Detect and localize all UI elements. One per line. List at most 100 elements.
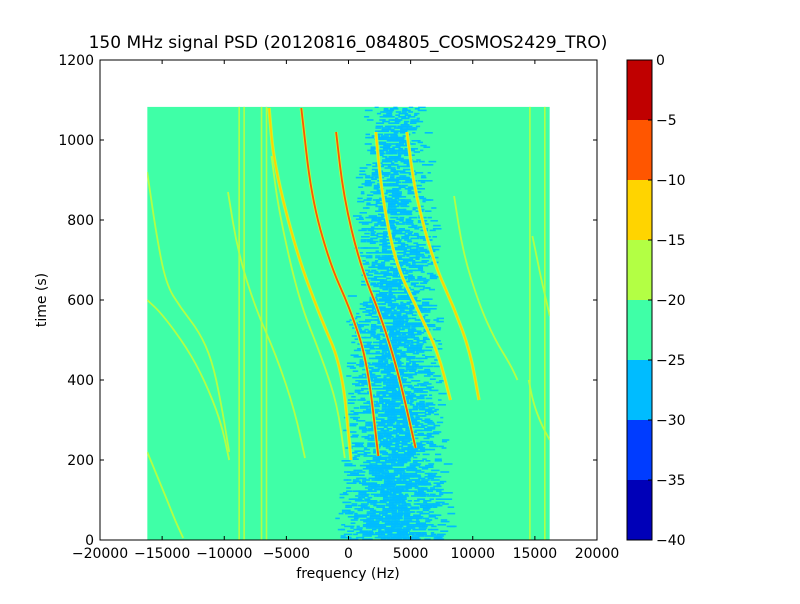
noise-cell (373, 192, 378, 195)
noise-cell (417, 492, 426, 494)
noise-cell (387, 538, 392, 540)
noise-cell (377, 322, 383, 324)
noise-cell (434, 517, 439, 520)
noise-cell (385, 402, 389, 404)
noise-cell (406, 213, 413, 216)
noise-cell (428, 404, 436, 406)
noise-cell (381, 407, 386, 409)
noise-cell (370, 445, 379, 448)
noise-cell (390, 476, 396, 478)
noise-cell (381, 418, 385, 420)
noise-cell (382, 245, 391, 248)
noise-cell (396, 420, 402, 422)
noise-cell (397, 458, 403, 460)
noise-cell (367, 496, 373, 499)
colorbar-segment (627, 360, 652, 420)
noise-cell (384, 356, 394, 358)
noise-cell (383, 108, 389, 110)
noise-cell (391, 202, 396, 204)
noise-cell (415, 250, 425, 252)
noise-cell (436, 535, 441, 537)
doppler-track (147, 451, 185, 539)
noise-cell (413, 151, 420, 153)
noise-cell (395, 271, 400, 273)
noise-cell (351, 456, 357, 459)
noise-cell (354, 445, 364, 448)
noise-cell (400, 306, 409, 308)
noise-cell (377, 276, 387, 278)
noise-cell (374, 485, 378, 488)
noise-cell (401, 117, 407, 120)
x-tick-label: 15000 (513, 546, 558, 562)
noise-cell (382, 341, 388, 344)
noise-cell (398, 391, 404, 393)
noise-cell (415, 415, 419, 417)
noise-cell (370, 226, 375, 228)
noise-cell (386, 143, 391, 145)
noise-cell (403, 530, 409, 532)
noise-cell (378, 205, 387, 208)
noise-cell (384, 300, 393, 302)
noise-cell (384, 472, 390, 475)
noise-cell (426, 388, 431, 390)
noise-cell (435, 495, 442, 497)
noise-cell (392, 493, 397, 496)
noise-cell (381, 303, 386, 305)
noise-cell (380, 436, 387, 438)
noise-cell (394, 463, 400, 465)
noise-cell (381, 208, 386, 211)
noise-cell (366, 164, 372, 166)
noise-cell (418, 477, 426, 480)
noise-cell (369, 464, 379, 467)
noise-cell (362, 207, 369, 209)
noise-cell (417, 277, 427, 280)
noise-cell (428, 402, 434, 404)
noise-cell (347, 402, 355, 404)
noise-cell (392, 232, 398, 235)
noise-cell (394, 248, 403, 251)
noise-cell (412, 520, 420, 523)
noise-cell (383, 272, 392, 275)
doppler-track (147, 171, 231, 453)
noise-cell (353, 356, 360, 358)
noise-cell (422, 250, 431, 252)
doppler-track (335, 131, 417, 449)
noise-cell (392, 140, 400, 142)
noise-cell (428, 304, 432, 307)
noise-cell (408, 485, 417, 488)
noise-cell (383, 180, 388, 182)
noise-cell (386, 487, 391, 489)
noise-cell (346, 482, 354, 484)
noise-cell (387, 308, 395, 310)
noise-cell (368, 429, 373, 432)
noise-cell (360, 240, 367, 243)
noise-cell (396, 471, 406, 473)
noise-cell (394, 524, 403, 526)
noise-cell (400, 352, 406, 355)
noise-cell (361, 381, 368, 384)
noise-cell (393, 482, 401, 484)
noise-cell (378, 519, 384, 521)
noise-cell (392, 432, 398, 435)
noise-cell (388, 335, 395, 337)
noise-cell (362, 255, 372, 257)
noise-cell (385, 508, 392, 510)
noise-cell (412, 127, 418, 129)
noise-cell (387, 311, 394, 313)
noise-cell (388, 461, 396, 464)
noise-cell (377, 220, 382, 222)
noise-cell (418, 205, 424, 208)
noise-cell (378, 528, 382, 531)
noise-cell (415, 125, 421, 128)
noise-cell (381, 312, 386, 315)
noise-cell (353, 519, 358, 521)
noise-cell (390, 472, 396, 475)
noise-cell (382, 399, 391, 401)
noise-cell (370, 490, 377, 492)
noise-cell (417, 498, 426, 500)
noise-cell (378, 348, 387, 350)
noise-cell (407, 397, 413, 400)
noise-cell (405, 317, 412, 320)
noise-cell (409, 253, 418, 256)
